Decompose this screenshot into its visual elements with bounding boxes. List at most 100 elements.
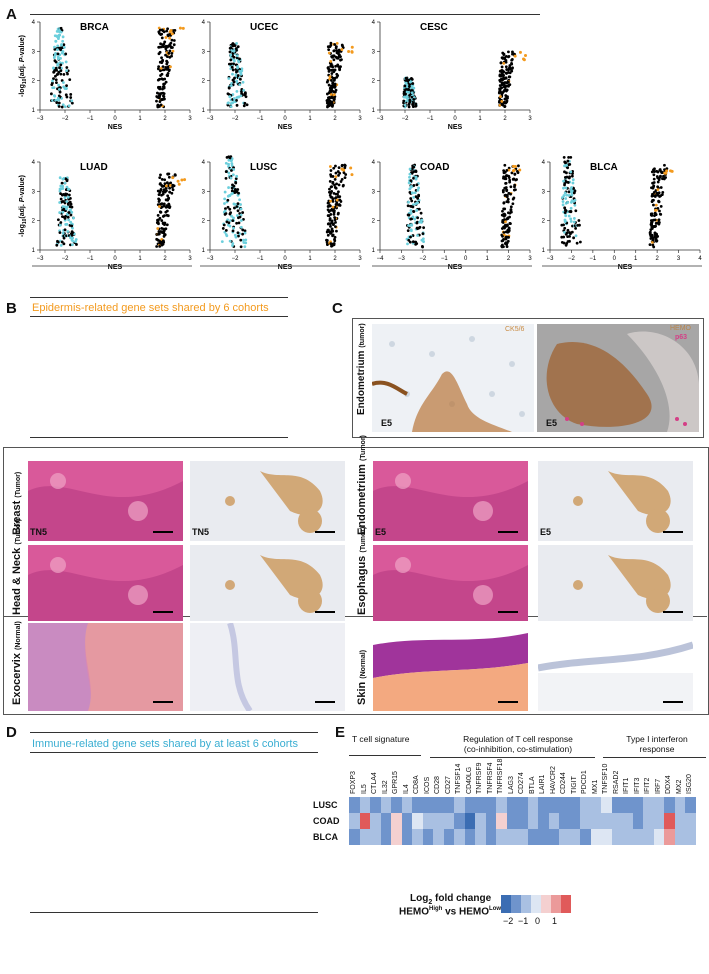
point-positive bbox=[654, 209, 657, 212]
point-positive bbox=[500, 86, 504, 90]
point-positive bbox=[658, 168, 662, 171]
point-negative bbox=[56, 48, 59, 52]
y-tick-label: 4 bbox=[32, 160, 36, 166]
y-tick-label: 3 bbox=[32, 189, 36, 195]
point-negative bbox=[61, 205, 65, 208]
point-positive bbox=[159, 187, 163, 191]
point-negative bbox=[572, 217, 576, 220]
point-negative bbox=[407, 213, 411, 217]
point-negative bbox=[71, 236, 75, 240]
heatmap-cell bbox=[464, 813, 475, 829]
heatmap-row-label: LUSC bbox=[313, 800, 338, 810]
x-tick-label: −2 bbox=[568, 256, 576, 262]
point-negative bbox=[52, 94, 56, 98]
point-positive bbox=[652, 218, 655, 222]
point-negative bbox=[578, 240, 582, 244]
point-positive bbox=[330, 207, 334, 211]
point-positive bbox=[337, 50, 341, 54]
point-positive bbox=[172, 39, 176, 42]
point-positive bbox=[653, 214, 656, 218]
gene-label: RSAD2 bbox=[612, 770, 620, 794]
point-positive bbox=[335, 182, 338, 186]
point-negative bbox=[65, 69, 68, 72]
point-negative bbox=[60, 181, 64, 185]
plot-title: COAD bbox=[420, 162, 449, 173]
point-positive bbox=[325, 101, 329, 105]
point-positive bbox=[164, 210, 168, 214]
plot-title: BLCA bbox=[590, 162, 618, 173]
point-positive bbox=[160, 226, 164, 230]
point-positive bbox=[502, 245, 505, 249]
point-positive bbox=[161, 221, 165, 225]
sample-code: E5 bbox=[375, 527, 387, 537]
point-negative bbox=[61, 200, 65, 203]
point-negative bbox=[416, 188, 420, 192]
point-positive bbox=[513, 185, 516, 189]
heatmap-cell bbox=[433, 829, 444, 845]
point-positive bbox=[156, 221, 160, 224]
point-negative bbox=[232, 184, 236, 188]
point-negative bbox=[239, 77, 242, 81]
point-negative bbox=[223, 190, 227, 194]
point-positive bbox=[656, 188, 660, 192]
point-negative bbox=[226, 194, 230, 198]
point-negative bbox=[64, 177, 68, 181]
heatmap-cell bbox=[496, 829, 507, 845]
point-highlight bbox=[522, 58, 526, 62]
point-negative bbox=[65, 66, 69, 69]
point-negative bbox=[227, 77, 231, 80]
point-negative bbox=[74, 240, 77, 243]
point-negative bbox=[570, 193, 574, 197]
y-tick-label: 2 bbox=[542, 219, 546, 225]
point-negative bbox=[574, 234, 578, 238]
point-positive bbox=[499, 95, 502, 98]
heatmap-cell bbox=[454, 829, 465, 845]
x-tick-label: 2 bbox=[655, 256, 659, 262]
point-negative bbox=[235, 221, 239, 225]
plot-title: LUSC bbox=[250, 162, 277, 173]
point-positive bbox=[159, 42, 162, 46]
heatmap-cell bbox=[422, 829, 433, 845]
point-negative bbox=[56, 72, 60, 76]
point-negative bbox=[51, 79, 54, 83]
point-positive bbox=[504, 76, 508, 80]
point-positive bbox=[157, 52, 161, 56]
heatmap-cell bbox=[359, 829, 370, 845]
point-negative bbox=[61, 187, 65, 190]
point-positive bbox=[504, 71, 508, 75]
point-negative bbox=[417, 186, 421, 190]
point-positive bbox=[160, 177, 164, 181]
point-positive bbox=[330, 79, 333, 82]
point-negative bbox=[59, 72, 63, 76]
x-tick-label: −3 bbox=[398, 256, 406, 262]
point-positive bbox=[325, 238, 328, 242]
point-positive bbox=[327, 210, 331, 214]
point-negative bbox=[50, 83, 54, 86]
point-negative bbox=[228, 207, 232, 211]
point-highlight bbox=[512, 164, 516, 168]
point-positive bbox=[173, 28, 177, 32]
point-positive bbox=[650, 236, 654, 239]
point-positive bbox=[332, 98, 336, 102]
heatmap-cell bbox=[496, 813, 507, 829]
heatmap-cell bbox=[590, 829, 601, 845]
point-negative bbox=[409, 185, 413, 188]
point-negative bbox=[412, 176, 415, 180]
point-negative bbox=[57, 83, 60, 87]
point-negative bbox=[61, 210, 65, 214]
point-negative bbox=[57, 105, 61, 108]
point-negative bbox=[56, 35, 59, 39]
panel-c-right-code: E5 bbox=[546, 418, 558, 428]
point-negative bbox=[569, 217, 573, 221]
point-negative bbox=[54, 39, 58, 43]
point-negative bbox=[59, 57, 62, 60]
point-negative bbox=[231, 229, 235, 233]
point-positive bbox=[166, 44, 170, 48]
point-positive bbox=[335, 229, 338, 233]
point-positive bbox=[507, 168, 511, 172]
point-negative bbox=[569, 219, 573, 223]
point-negative bbox=[55, 68, 58, 72]
point-positive bbox=[332, 68, 335, 72]
point-negative bbox=[231, 219, 235, 222]
point-negative bbox=[53, 48, 57, 51]
